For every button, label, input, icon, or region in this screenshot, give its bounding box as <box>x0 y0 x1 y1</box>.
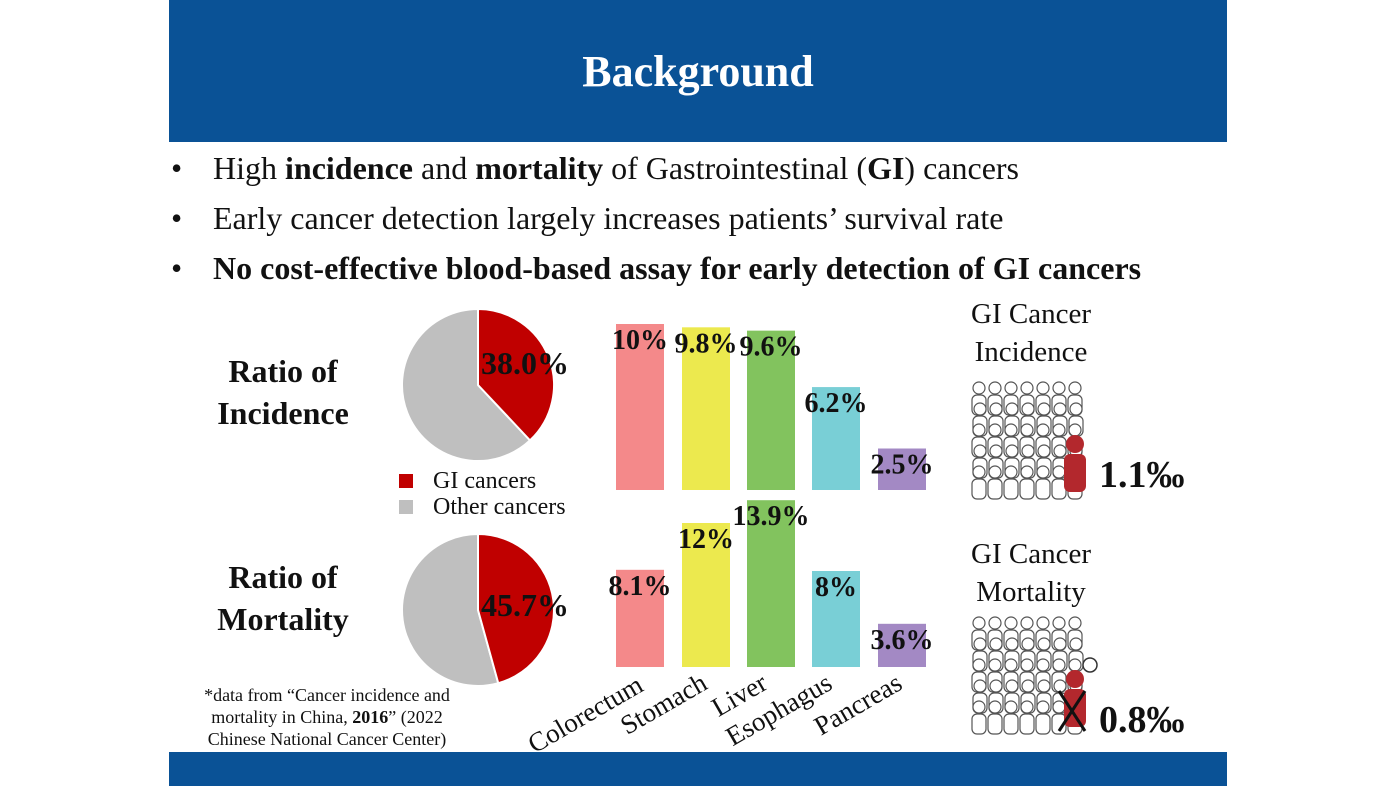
incidence-bar-label: 9.8% <box>675 328 738 359</box>
incidence-people-icon <box>971 381 1086 500</box>
mortality-bar-stomach <box>682 523 730 667</box>
footnote-line3: Chinese National Cancer Center) <box>207 729 447 749</box>
mortality-person-icon <box>1003 700 1019 735</box>
incidence-bar-pancreas <box>878 448 926 490</box>
incidence-row-label: Ratio of Incidence <box>183 350 383 434</box>
legend-swatch-other <box>399 500 413 514</box>
incidence-bar-label: 6.2% <box>805 388 868 419</box>
bullet-text: Early cancer detection largely increases… <box>213 200 1003 237</box>
incidence-bar-colorectum <box>616 324 664 490</box>
incidence-gi-title-line2: Incidence <box>974 336 1088 368</box>
incidence-person-icon <box>1051 465 1067 500</box>
mortality-person-icon <box>971 700 987 735</box>
incidence-bar-label: 2.5% <box>871 450 934 481</box>
bullet-text: No cost-effective blood-based assay for … <box>213 250 1141 287</box>
incidence-person-icon <box>971 465 987 500</box>
bullet-part: incidence <box>285 150 413 186</box>
bullet-part: of Gastrointestinal ( <box>603 150 868 186</box>
incidence-person-icon <box>1035 465 1051 500</box>
incidence-pie-slice-gi <box>477 307 555 442</box>
mortality-bar-label: 3.6% <box>871 625 934 656</box>
legend-swatch-gi <box>399 474 413 488</box>
mortality-pie-chart <box>401 532 555 687</box>
mortality-bar-colorectum <box>616 569 664 667</box>
ghost-icon <box>1082 657 1098 673</box>
incidence-bar-label: 9.6% <box>740 332 803 363</box>
mortality-label-line1: Ratio of <box>228 559 338 595</box>
bullet-part: Early cancer detection largely increases… <box>213 200 1004 236</box>
incidence-label-line2: Incidence <box>217 395 349 431</box>
mortality-gi-title-line1: GI Cancer <box>971 538 1091 570</box>
incidence-pie-slice-other <box>401 307 532 462</box>
incidence-pie-percent: 38.0% <box>481 345 569 381</box>
incidence-bar-stomach <box>682 327 730 490</box>
footnote-year: 2016 <box>352 707 389 727</box>
bullet-dot-icon: • <box>171 250 183 286</box>
legend-label-gi: GI cancers <box>433 468 537 494</box>
mortality-bar-esophagus <box>812 571 860 667</box>
cancer-type-bar-charts: 10% 9.8% 9.6%6.2%2.5%8.1%12%13.9%8%3.6%Col… <box>523 324 934 759</box>
mortality-people-icon <box>971 616 1098 735</box>
incidence-label-line1: Ratio of <box>228 353 338 389</box>
incidence-gi-title-line1: GI Cancer <box>971 298 1091 330</box>
bullet-part: No cost-effective blood-based assay for … <box>213 250 1142 286</box>
mortality-bar-label: 13.9% <box>733 501 810 532</box>
slide-title: Background <box>582 47 814 96</box>
incidence-bar-esophagus <box>812 387 860 490</box>
mortality-bar-liver <box>747 500 795 667</box>
mortality-pie-slice-other <box>401 532 500 687</box>
footnote-line2c: ” (2022 <box>388 707 443 727</box>
incidence-bar-liver <box>747 330 795 490</box>
bullet-dot-icon: • <box>171 150 183 186</box>
mortality-bar-pancreas <box>878 623 926 667</box>
bullet-part: GI <box>867 150 905 186</box>
mortality-person-icon <box>1035 700 1051 735</box>
bullet-text: High incidence and mortality of Gastroin… <box>213 150 1019 187</box>
mortality-bar-label: 8.1% <box>609 571 672 602</box>
mortality-pie-percent: 45.7% <box>481 587 569 623</box>
incidence-permil: 1.1‰ <box>1099 454 1185 496</box>
mortality-gi-title-line2: Mortality <box>976 576 1086 608</box>
footnote-line2: mortality in China, 2016” (2022 <box>177 706 477 728</box>
incidence-person-icon <box>1003 465 1019 500</box>
legend-label-other: Other cancers <box>433 494 566 520</box>
slide: Background • High incidence and mortalit… <box>169 0 1227 804</box>
footer-bar <box>169 752 1227 786</box>
bullet-part: mortality <box>475 150 604 186</box>
mortality-bar-label: 12% <box>678 524 734 555</box>
incidence-person-icon <box>987 465 1003 500</box>
incidence-person-icon <box>1019 465 1035 500</box>
source-footnote: *data from “Cancer incidence and mortali… <box>177 684 477 750</box>
mortality-row-label: Ratio of Mortality <box>183 556 383 640</box>
footnote-line2a: mortality in China, <box>211 707 353 727</box>
mortality-person-icon <box>1019 700 1035 735</box>
mortality-permil: 0.8‰ <box>1099 699 1185 741</box>
incidence-highlighted-person-icon <box>1064 435 1086 492</box>
mortality-bar-label: 8% <box>815 572 857 603</box>
incidence-pie-chart <box>401 307 555 462</box>
death-cross-icon <box>1057 690 1087 732</box>
title-bar: Background <box>169 0 1227 142</box>
mortality-label-line2: Mortality <box>217 601 349 637</box>
bullet-part: High <box>213 150 285 186</box>
footnote-line1: *data from “Cancer incidence and <box>204 685 450 705</box>
bullet-part: ) cancers <box>904 150 1019 186</box>
mortality-gi-title: GI Cancer Mortality <box>941 535 1121 611</box>
mortality-person-icon <box>987 700 1003 735</box>
mortality-pie-slice-gi <box>477 532 555 685</box>
bullet-part: and <box>412 150 476 186</box>
incidence-bar-label: 10% <box>612 325 668 356</box>
incidence-gi-title: GI Cancer Incidence <box>941 295 1121 371</box>
bullet-dot-icon: • <box>171 200 183 236</box>
